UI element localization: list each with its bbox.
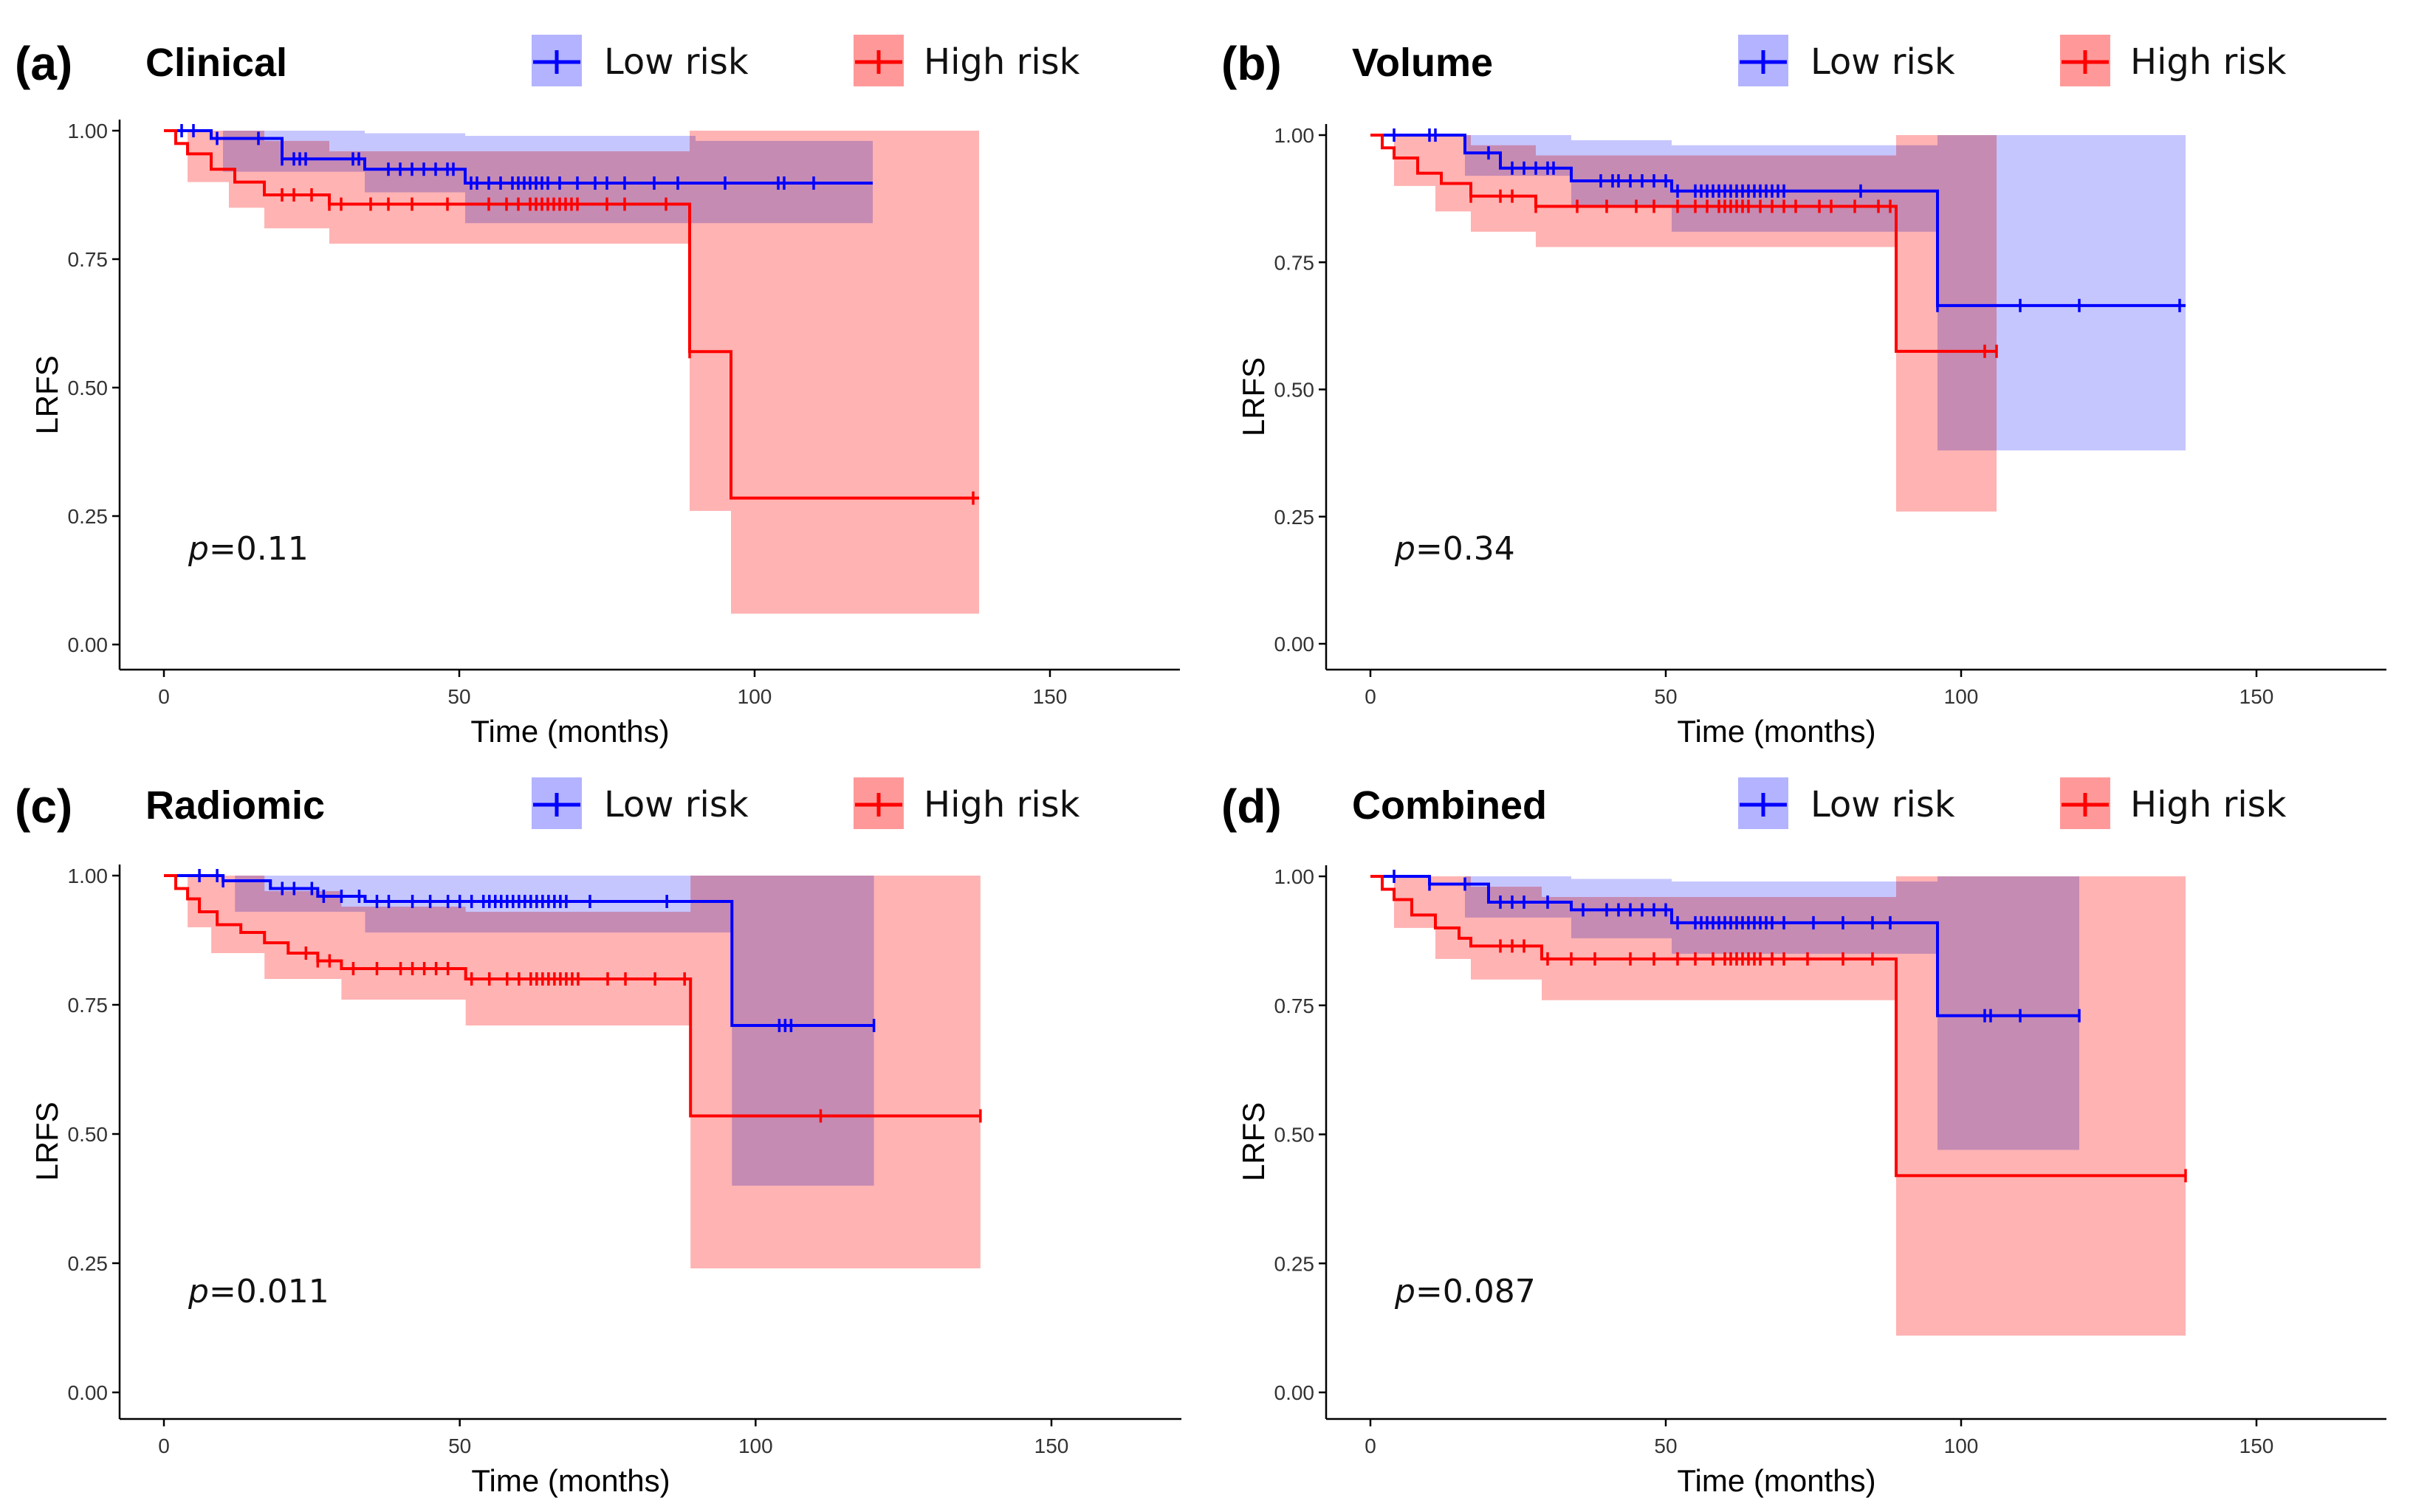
legend-high-label: High risk xyxy=(2130,41,2287,83)
x-tick-label: 50 xyxy=(1654,1434,1677,1457)
p-value-annotation: p=0.11 xyxy=(188,530,309,568)
y-tick-label: 1.00 xyxy=(1274,865,1315,888)
y-tick-label: 0.25 xyxy=(68,505,109,528)
p-value-annotation: p=0.087 xyxy=(1394,1273,1536,1310)
y-tick-label: 0.75 xyxy=(1274,251,1315,274)
km-curve-high-risk xyxy=(1370,875,2186,1178)
legend-high-label: High risk xyxy=(924,41,1080,83)
x-tick-label: 0 xyxy=(158,1434,170,1457)
x-axis-title: Time (months) xyxy=(1677,714,1875,749)
x-tick-label: 150 xyxy=(1033,685,1068,708)
x-tick-label: 50 xyxy=(447,685,470,708)
km-curve-low-risk xyxy=(164,129,873,185)
panel-label: (d) xyxy=(1221,780,1282,833)
km-curve-low-risk xyxy=(1370,134,2186,307)
x-tick-label: 100 xyxy=(1944,1434,1979,1457)
y-tick-label: 1.00 xyxy=(68,120,109,142)
x-tick-label: 100 xyxy=(738,1434,773,1457)
x-tick-label: 50 xyxy=(448,1434,471,1457)
legend-high-label: High risk xyxy=(2130,784,2287,825)
km-panel-1: (a) Clinical Low risk High risk 0.00 0.25 0.50… xyxy=(15,35,1180,749)
x-tick-label: 100 xyxy=(1944,685,1979,708)
x-axis-title: Time (months) xyxy=(470,714,669,749)
p-value: =0.087 xyxy=(1415,1273,1536,1310)
x-axis-title: Time (months) xyxy=(471,1463,670,1498)
y-tick-label: 0.50 xyxy=(68,377,109,399)
x-axis-title: Time (months) xyxy=(1677,1463,1875,1498)
km-panel-2: (b) Volume Low risk High risk 0.00 0.25 0.50 0.… xyxy=(1221,35,2386,749)
panel-title: Volume xyxy=(1352,41,1493,85)
y-tick-label: 0.25 xyxy=(1274,1252,1315,1275)
x-tick-label: 0 xyxy=(1365,1434,1376,1457)
legend-low-label: Low risk xyxy=(604,41,749,83)
km-curve-high-risk xyxy=(164,874,981,1118)
legend-high-label: High risk xyxy=(924,784,1080,825)
km-panel-4: (d) Combined Low risk High risk 0.00 0.25 0.50… xyxy=(1221,777,2386,1498)
x-tick-label: 50 xyxy=(1654,685,1677,708)
x-tick-label: 0 xyxy=(1365,685,1376,708)
p-value: =0.011 xyxy=(209,1273,329,1310)
km-panel-3: (c) Radiomic Low risk High risk 0.00 0.25 0.50… xyxy=(15,777,1181,1498)
y-tick-label: 0.50 xyxy=(1274,379,1315,402)
x-tick-label: 150 xyxy=(1034,1434,1069,1457)
y-axis-title: LRFS xyxy=(30,355,64,434)
ci-band-high-risk xyxy=(164,131,979,614)
y-tick-label: 1.00 xyxy=(1274,124,1315,147)
y-axis-title: LRFS xyxy=(1236,1102,1271,1181)
x-tick-label: 150 xyxy=(2239,685,2274,708)
panel-label: (c) xyxy=(15,780,72,833)
y-tick-label: 0.00 xyxy=(68,1381,109,1404)
km-curve-high-risk xyxy=(164,129,979,500)
legend-low-label: Low risk xyxy=(1810,41,1955,83)
x-tick-label: 0 xyxy=(158,685,170,708)
ci-band-low-risk xyxy=(164,876,874,1186)
y-tick-label: 0.00 xyxy=(1274,633,1315,656)
y-tick-label: 0.50 xyxy=(1274,1124,1315,1147)
ci-band-low-risk xyxy=(1370,876,2079,1150)
y-tick-label: 0.25 xyxy=(68,1252,109,1275)
legend-low-label: Low risk xyxy=(604,784,749,825)
p-value-annotation: p=0.34 xyxy=(1394,530,1515,568)
ci-band-low-risk xyxy=(1370,135,2186,451)
legend-low-label: Low risk xyxy=(1810,784,1955,825)
x-tick-label: 100 xyxy=(738,685,772,708)
panel-title: Combined xyxy=(1352,783,1547,828)
panel-label: (a) xyxy=(15,37,72,90)
p-value: =0.11 xyxy=(209,530,309,568)
y-tick-label: 0.50 xyxy=(68,1123,109,1146)
y-tick-label: 0.75 xyxy=(68,994,109,1017)
y-axis-title: LRFS xyxy=(30,1102,64,1181)
y-tick-label: 1.00 xyxy=(68,865,109,887)
y-tick-label: 0.25 xyxy=(1274,506,1315,529)
panel-title: Clinical xyxy=(145,41,287,85)
y-tick-label: 0.75 xyxy=(68,248,109,271)
panel-label: (b) xyxy=(1221,37,1282,90)
y-tick-label: 0.00 xyxy=(1274,1381,1315,1404)
y-tick-label: 0.00 xyxy=(68,633,109,656)
panel-title: Radiomic xyxy=(145,783,325,828)
y-axis-title: LRFS xyxy=(1236,357,1271,436)
p-value: =0.34 xyxy=(1415,530,1515,568)
p-value-annotation: p=0.011 xyxy=(188,1273,329,1310)
km-curve-high-risk xyxy=(1370,134,1997,353)
y-tick-label: 0.75 xyxy=(1274,994,1315,1017)
x-tick-label: 150 xyxy=(2239,1434,2274,1457)
